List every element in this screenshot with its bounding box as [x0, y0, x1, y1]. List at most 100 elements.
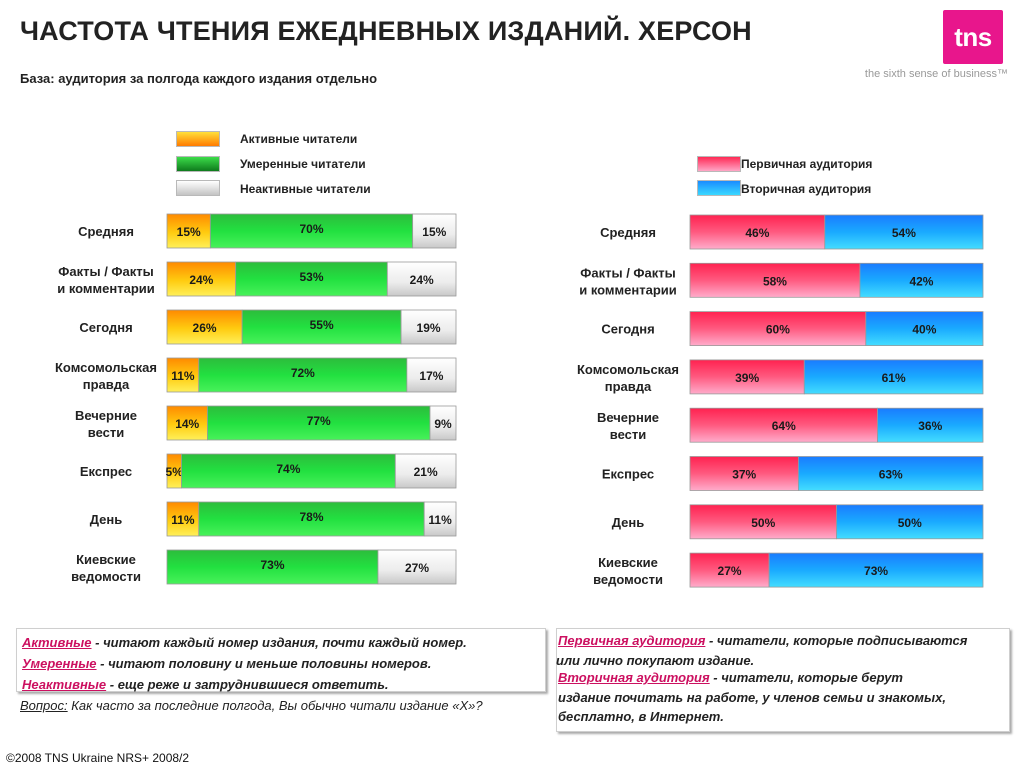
bar-segment-left-5-2 [394, 453, 457, 489]
data-label-left-4-0: 14% [175, 417, 199, 431]
data-label-left-0-1: 70% [299, 222, 323, 236]
definition-primary-line2: или лично покупают издание. [556, 653, 755, 668]
category-label-left-0: Средняя [78, 224, 134, 239]
data-label-left-0-2: 15% [422, 225, 446, 239]
category-label-left-1: Факты / Факты [58, 264, 153, 279]
data-label-right-5-0: 37% [732, 468, 756, 482]
charts-svg: Средняя 15% 70% 15% Факты / Факты и комментар… [55, 213, 984, 588]
data-label-right-0-1: 54% [892, 226, 916, 240]
definition-primary-text: - читатели, которые подписываются [705, 633, 968, 648]
data-label-left-6-2: 11% [428, 513, 452, 527]
definition-moderate: Умеренные - читают половину и меньше пол… [22, 654, 431, 674]
definition-secondary-term: Вторичная аудитория [558, 670, 710, 685]
data-label-left-7-2: 27% [405, 561, 429, 575]
category-label-right-2: Сегодня [601, 322, 654, 337]
category-label-left-7: Киевские [76, 552, 136, 567]
definition-inactive: Неактивные - еще реже и затруднившиеся о… [22, 675, 389, 695]
page-subtitle: База: аудитория за полгода каждого издан… [20, 71, 378, 86]
category-label-left-2: Сегодня [79, 320, 132, 335]
data-label-right-2-0: 60% [766, 323, 790, 337]
data-label-right-6-0: 50% [751, 516, 775, 530]
data-label-right-7-0: 27% [718, 564, 742, 578]
category-label-right-1: Факты / Факты [580, 265, 675, 280]
legend-label-primary: Первичная аудитория [741, 157, 873, 171]
definition-primary-term: Первичная аудитория [558, 633, 706, 648]
bar-segment-right-4-1 [877, 407, 984, 443]
definition-moderate-term: Умеренные [22, 656, 97, 671]
bar-segment-right-7-1 [768, 552, 984, 588]
category-label-right-1: и комментарии [579, 282, 677, 297]
data-label-right-0-0: 46% [745, 226, 769, 240]
tns-logo: tns [943, 10, 1003, 64]
bar-segment-right-5-0 [689, 456, 799, 491]
bar-segment-left-1-2 [386, 261, 457, 297]
data-label-left-0-0: 15% [177, 225, 201, 239]
definition-inactive-term: Неактивные [22, 677, 107, 692]
definition-active-text: - читают каждый номер издания, почти каж… [91, 635, 467, 650]
definition-active: Активные - читают каждый номер издания, … [22, 633, 467, 653]
page-title: ЧАСТОТА ЧТЕНИЯ ЕЖЕДНЕВНЫХ ИЗДАНИЙ. ХЕРСО… [20, 16, 752, 46]
footer-copyright: ©2008 TNS Ukraine NRS+ 2008/2 [6, 751, 190, 765]
bar-segment-right-5-1 [798, 456, 984, 491]
legend-swatch-active [176, 131, 220, 147]
data-label-right-4-1: 36% [918, 419, 942, 433]
definition-secondary-line3: бесплатно, в Интернет. [558, 709, 724, 724]
category-label-right-3: Комсомольская [577, 362, 679, 377]
category-label-left-6: День [90, 512, 123, 527]
data-label-left-2-0: 26% [193, 321, 217, 335]
bar-segment-left-0-0 [166, 213, 211, 249]
data-label-left-3-2: 17% [419, 369, 443, 383]
definition-moderate-text: - читают половину и меньше половины номе… [96, 656, 432, 671]
bar-segment-right-6-1 [836, 504, 984, 540]
legend-label-secondary: Вторичная аудитория [741, 182, 872, 196]
data-label-left-4-2: 9% [434, 417, 452, 431]
data-label-right-3-1: 61% [882, 371, 906, 385]
data-label-left-5-0: 5% [166, 465, 184, 479]
category-label-left-4: вести [88, 425, 124, 440]
bar-segment-left-7-1 [166, 549, 379, 585]
definitions-box-right [556, 628, 1010, 732]
legend-label-inactive: Неактивные читатели [240, 182, 371, 196]
bar-segment-left-3-1 [198, 357, 408, 393]
bar-segment-left-0-1 [209, 213, 414, 249]
definition-primary: Первичная аудитория - читатели, которые … [558, 631, 967, 651]
data-label-left-4-1: 77% [307, 414, 331, 428]
bar-segment-left-6-2 [423, 501, 457, 537]
data-label-left-1-1: 53% [299, 270, 323, 284]
definition-secondary-text: - читатели, которые берут [709, 670, 903, 685]
bar-segment-right-2-0 [689, 311, 867, 347]
data-label-right-3-0: 39% [735, 371, 759, 385]
bar-segment-left-2-2 [400, 309, 457, 345]
category-label-right-5: Експрес [602, 467, 654, 482]
definition-secondary: Вторичная аудитория - читатели, которые … [558, 668, 903, 688]
category-label-left-3: Комсомольская [55, 360, 157, 375]
bar-segment-left-2-1 [241, 309, 402, 345]
category-label-right-4: вести [610, 427, 646, 442]
bar-segment-right-3-0 [689, 359, 805, 395]
bar-segment-right-0-0 [689, 214, 826, 250]
legend-swatch-primary [697, 156, 741, 172]
logo-slogan: the sixth sense of business™ [864, 68, 1008, 80]
bar-segment-right-0-1 [824, 214, 984, 250]
definition-inactive-text: - еще реже и затруднившиеся ответить. [106, 677, 389, 692]
data-label-left-3-0: 11% [171, 369, 195, 383]
data-label-left-5-2: 21% [414, 465, 438, 479]
data-label-right-1-0: 58% [763, 274, 787, 288]
data-label-right-7-1: 73% [864, 564, 888, 578]
bar-segment-left-4-1 [207, 405, 431, 441]
bar-segment-left-4-0 [166, 405, 208, 441]
bar-segment-left-4-2 [429, 405, 457, 441]
category-label-left-5: Експрес [80, 464, 132, 479]
legend-swatch-secondary [697, 180, 741, 196]
category-label-right-6: День [612, 515, 645, 530]
data-label-right-1-1: 42% [909, 274, 933, 288]
bar-segment-right-2-1 [865, 311, 984, 347]
data-label-left-2-2: 19% [417, 321, 441, 335]
legend-label-moderate: Умеренные читатели [240, 157, 366, 171]
question-text: Как часто за последние полгода, Вы обычн… [67, 698, 483, 713]
definitions-box-left [16, 628, 546, 692]
bar-segment-left-7-2 [377, 549, 457, 585]
bar-segment-left-0-2 [412, 213, 457, 249]
bar-segment-right-4-0 [689, 407, 878, 443]
bar-segment-left-3-2 [406, 357, 457, 393]
